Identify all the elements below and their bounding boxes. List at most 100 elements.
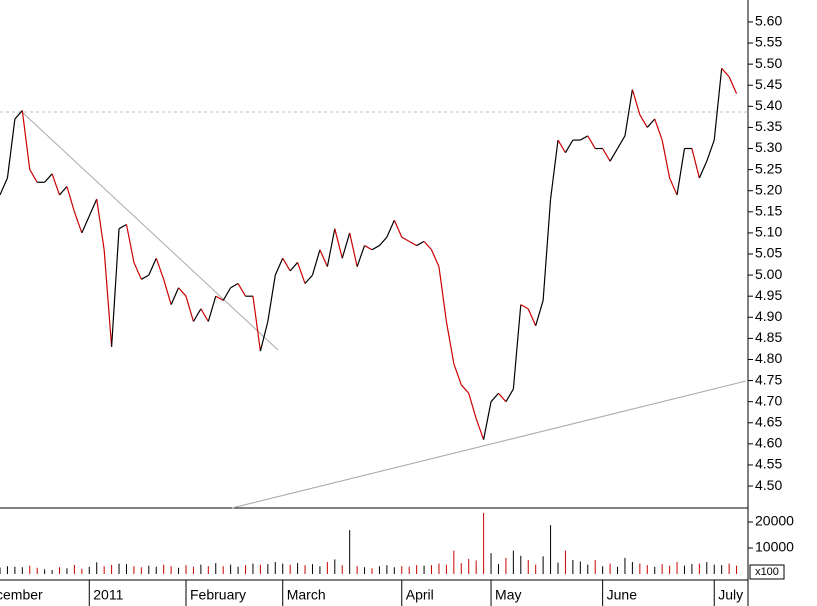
- price-segment: [14, 110, 23, 120]
- price-segment: [185, 296, 195, 322]
- price-segment: [215, 295, 224, 301]
- price-segment: [125, 224, 135, 263]
- price-segment: [200, 308, 209, 322]
- y-tick-label: 5.40: [755, 97, 782, 113]
- trend-line: [231, 380, 747, 509]
- price-segment: [222, 287, 232, 301]
- price-segment: [289, 262, 299, 272]
- price-segment: [639, 114, 648, 128]
- price-segment: [676, 148, 686, 196]
- y-tick-label: 4.85: [755, 329, 782, 345]
- price-segment: [617, 135, 626, 149]
- price-segment: [386, 220, 395, 238]
- y-tick-label: 4.95: [755, 287, 782, 303]
- y-tick-label: 5.45: [755, 76, 782, 92]
- y-tick-label: 4.65: [755, 413, 782, 429]
- y-tick-label: 4.70: [755, 392, 782, 408]
- price-segment: [483, 401, 492, 440]
- price-segment: [564, 139, 574, 154]
- y-tick-label: 5.30: [755, 139, 782, 155]
- price-segment: [498, 392, 507, 403]
- y-tick-label: 4.80: [755, 350, 782, 366]
- y-tick-label: 5.50: [755, 55, 782, 71]
- price-segment: [334, 228, 343, 259]
- price-segment: [654, 118, 663, 141]
- price-segment: [51, 173, 61, 196]
- price-segment: [230, 283, 239, 289]
- price-segment: [141, 274, 150, 280]
- price-segment: [602, 148, 611, 162]
- price-segment: [505, 388, 514, 402]
- price-segment: [66, 186, 75, 212]
- price-segment: [29, 169, 38, 183]
- y-tick-label: 5.60: [755, 13, 782, 29]
- price-segment: [155, 258, 165, 280]
- price-segment: [468, 393, 477, 419]
- x-tick-label: 2011: [93, 587, 123, 603]
- price-segment: [319, 249, 328, 267]
- price-segment: [304, 274, 313, 284]
- price-segment: [326, 228, 336, 267]
- price-segment: [282, 257, 291, 272]
- price-segment: [207, 296, 217, 322]
- y-tick-label: 5.55: [755, 34, 782, 50]
- price-segment: [192, 308, 202, 322]
- price-segment: [557, 139, 566, 154]
- y2-tick-label: 20000: [755, 513, 794, 529]
- price-segment: [698, 160, 708, 179]
- price-segment: [252, 296, 261, 352]
- price-segment: [423, 240, 432, 251]
- price-segment: [297, 262, 306, 284]
- y-tick-label: 5.25: [755, 160, 782, 176]
- trend-line: [21, 111, 279, 351]
- price-segment: [349, 232, 358, 267]
- y-tick-label: 4.75: [755, 371, 782, 387]
- price-segment: [460, 384, 470, 394]
- price-segment: [111, 228, 120, 347]
- price-segment: [0, 177, 8, 196]
- price-segment: [267, 275, 276, 322]
- price-segment: [520, 304, 529, 310]
- price-segment: [475, 418, 485, 440]
- y-tick-label: 5.35: [755, 118, 782, 134]
- price-segment: [21, 110, 31, 170]
- price-segment: [356, 245, 366, 267]
- price-segment: [170, 287, 180, 305]
- price-segment: [706, 139, 715, 162]
- x-tick-label: February: [190, 587, 246, 603]
- y-tick-label: 5.10: [755, 224, 782, 240]
- price-segment: [631, 89, 641, 115]
- y-tick-label: 5.05: [755, 245, 782, 261]
- price-segment: [549, 140, 559, 200]
- y-tick-label: 4.55: [755, 456, 782, 472]
- x-tick-label: June: [607, 587, 638, 603]
- price-segment: [713, 68, 723, 141]
- y-tick-label: 5.00: [755, 266, 782, 282]
- y2-tick-label: 10000: [755, 539, 794, 555]
- price-segment: [401, 236, 410, 242]
- price-segment: [416, 240, 425, 247]
- price-segment: [527, 308, 537, 326]
- volume-unit: x100: [755, 566, 779, 578]
- price-segment: [59, 186, 68, 196]
- price-segment: [430, 249, 440, 267]
- price-segment: [661, 139, 671, 179]
- price-segment: [44, 173, 53, 183]
- price-segment: [81, 215, 90, 234]
- price-segment: [371, 245, 380, 251]
- price-segment: [88, 198, 98, 217]
- price-segment: [311, 249, 321, 276]
- y-tick-label: 4.60: [755, 435, 782, 451]
- x-tick-label: cember: [0, 587, 43, 603]
- price-segment: [490, 392, 499, 403]
- unit-box: [749, 564, 785, 580]
- x-tick-label: July: [718, 587, 743, 603]
- price-segment: [445, 321, 455, 364]
- price-segment: [728, 76, 738, 94]
- price-segment: [237, 283, 247, 297]
- price-segment: [535, 300, 544, 326]
- price-segment: [587, 135, 596, 149]
- y-tick-label: 5.15: [755, 203, 782, 219]
- y-tick-label: 5.20: [755, 181, 782, 197]
